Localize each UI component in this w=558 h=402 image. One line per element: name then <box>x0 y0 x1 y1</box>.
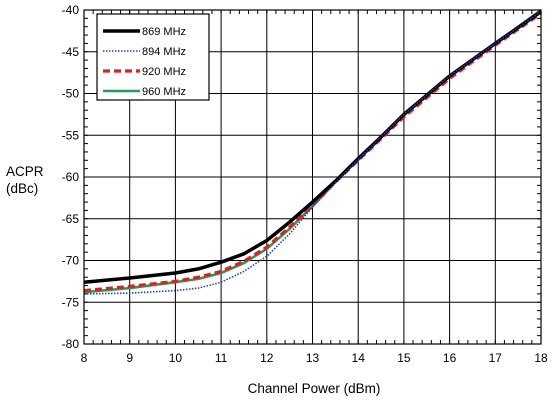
series-line-920-mhz <box>83 11 542 293</box>
series-lines <box>83 8 542 295</box>
plot-frame <box>83 9 542 345</box>
y-tick-label: -65 <box>62 212 80 226</box>
minor-ticks <box>83 9 542 345</box>
y-axis-label-line1: ACPR <box>6 164 44 179</box>
legend-label: 960 MHz <box>142 86 186 98</box>
legend: 869 MHz 894 MHz 920 MHz 960 MHz <box>96 13 210 101</box>
y-axis-label-line2: (dBc) <box>6 181 38 196</box>
legend-label: 920 MHz <box>142 66 186 78</box>
y-tick-label: -55 <box>62 128 80 142</box>
x-tick-label: 16 <box>443 351 457 365</box>
x-tick-label: 11 <box>215 351 228 365</box>
legend-label: 894 MHz <box>142 46 186 58</box>
x-tick-label: 18 <box>534 351 548 365</box>
y-tick-label: -40 <box>62 3 80 17</box>
x-tick-label: 8 <box>81 351 88 365</box>
x-tick-label: 9 <box>126 351 133 365</box>
tick-labels: 8 9 10 11 12 13 14 15 16 17 18 -80 -75 -70 -65 -60 -55 -5… <box>62 3 548 365</box>
series-line-894-mhz <box>83 11 542 295</box>
legend-box <box>96 13 210 101</box>
y-tick-label: -70 <box>62 254 80 268</box>
x-axis-label: Channel Power (dBm) <box>248 381 381 396</box>
y-tick-label: -75 <box>62 295 80 309</box>
x-tick-label: 13 <box>306 351 320 365</box>
x-tick-label: 15 <box>397 351 411 365</box>
y-tick-label: -50 <box>62 87 80 101</box>
x-tick-label: 14 <box>352 351 366 365</box>
y-tick-label: -45 <box>62 45 80 59</box>
x-tick-label: 17 <box>489 351 503 365</box>
x-tick-label: 12 <box>260 351 274 365</box>
y-tick-label: -80 <box>62 337 80 351</box>
y-tick-label: -60 <box>62 170 80 184</box>
x-tick-label: 10 <box>169 351 183 365</box>
legend-label: 869 MHz <box>142 26 186 38</box>
